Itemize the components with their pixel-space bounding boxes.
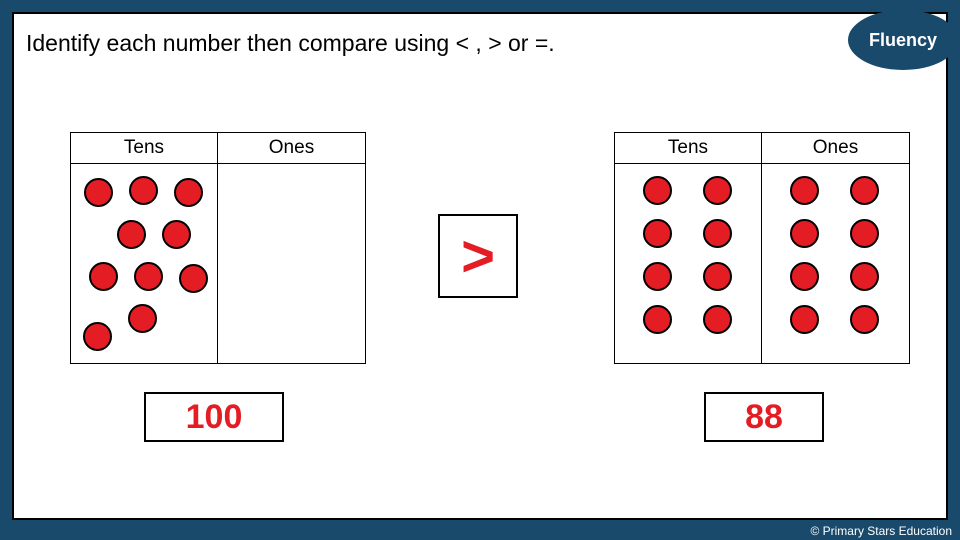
counter-dot [703,176,732,205]
counter-dot [643,219,672,248]
counter-dot [117,220,146,249]
counter-dot [850,305,879,334]
prompt-text: Identify each number then compare using … [26,30,555,57]
ones-cell [762,164,910,364]
header-tens: Tens [70,132,218,164]
counter-dot [790,176,819,205]
counter-dot [643,262,672,291]
table-header: Tens Ones [614,132,910,164]
compare-symbol: > [461,223,495,290]
counter-dot [643,176,672,205]
tens-cell [614,164,762,364]
right-number-value: 88 [745,398,783,437]
counter-dot [850,262,879,291]
header-ones: Ones [218,132,366,164]
counter-dot [162,220,191,249]
ones-cell [218,164,366,364]
counter-dot [643,305,672,334]
left-number-value: 100 [186,398,243,437]
footer-text: © Primary Stars Education [810,524,952,538]
footer-credit: © Primary Stars Education [810,524,952,538]
badge-label: Fluency [869,30,937,51]
counter-dot [83,322,112,351]
table-header: Tens Ones [70,132,366,164]
tens-cell [70,164,218,364]
counter-dot [134,262,163,291]
counter-dot [129,176,158,205]
counter-dot [703,262,732,291]
compare-box[interactable]: > [438,214,518,298]
counter-dot [850,219,879,248]
counter-dot [703,305,732,334]
counter-dot [790,262,819,291]
header-ones: Ones [762,132,910,164]
header-tens: Tens [614,132,762,164]
counter-dot [128,304,157,333]
table-body [70,164,366,364]
counter-dot [89,262,118,291]
place-value-table-right: Tens Ones [614,132,910,364]
counter-dot [84,178,113,207]
counter-dot [850,176,879,205]
counter-dot [790,305,819,334]
counter-dot [703,219,732,248]
table-body [614,164,910,364]
place-value-table-left: Tens Ones [70,132,366,364]
main-card: Identify each number then compare using … [12,12,948,520]
left-number-box: 100 [144,392,284,442]
counter-dot [790,219,819,248]
counter-dot [179,264,208,293]
right-number-box: 88 [704,392,824,442]
fluency-badge: Fluency [848,10,958,70]
counter-dot [174,178,203,207]
